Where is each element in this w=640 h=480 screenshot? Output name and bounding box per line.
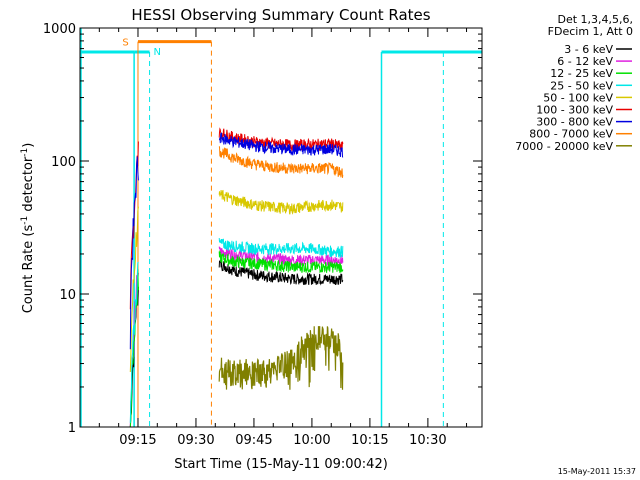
saa-marker-label: S <box>122 38 128 49</box>
early-burst-trace <box>129 156 139 350</box>
series-trace <box>218 250 344 274</box>
early-burst-trace <box>129 206 139 373</box>
x-tick-label: 10:00 <box>293 433 330 448</box>
y-tick-label: 100 <box>51 155 76 170</box>
series-trace <box>218 146 344 178</box>
early-burst-trace <box>129 261 139 423</box>
legend-label: 100 - 300 keV <box>536 104 613 117</box>
x-axis-label: Start Time (15-May-11 09:00:42) <box>174 457 388 472</box>
x-tick-label: 10:15 <box>351 433 388 448</box>
chart-title: HESSI Observing Summary Count Rates <box>131 6 430 24</box>
legend-label: 25 - 50 keV <box>550 79 613 92</box>
series-trace <box>218 246 344 267</box>
x-tick-label: 09:15 <box>119 433 156 448</box>
x-tick-label: 09:45 <box>235 433 272 448</box>
x-tick-label: 10:30 <box>409 433 446 448</box>
series-trace <box>218 238 344 259</box>
series-trace <box>218 326 344 390</box>
series-trace <box>218 189 344 215</box>
legend-header: FDecim 1, Att 0 <box>548 25 633 38</box>
y-axis-label: Count Rate (s-1 detector-1) <box>20 143 36 314</box>
y-tick-label: 1000 <box>43 22 76 37</box>
legend-label: 800 - 7000 keV <box>529 128 613 141</box>
legend-label: 50 - 100 keV <box>543 91 613 104</box>
night-marker-label: N <box>153 47 160 58</box>
series-trace <box>218 259 344 286</box>
plot-frame <box>79 27 483 428</box>
legend-label: 3 - 6 keV <box>564 43 613 56</box>
legend-label: 6 - 12 keV <box>557 55 613 68</box>
series-trace <box>218 132 344 158</box>
legend-header: Det 1,3,4,5,6, <box>557 13 633 26</box>
series-trace <box>218 127 344 153</box>
y-tick-label: 10 <box>59 288 76 303</box>
legend-label: 7000 - 20000 keV <box>515 140 613 153</box>
legend-label: 300 - 800 keV <box>536 116 613 129</box>
legend: Det 1,3,4,5,6,FDecim 1, Att 0 3 - 6 keV6 … <box>515 13 633 153</box>
y-tick-label: 1 <box>68 421 76 436</box>
legend-label: 12 - 25 keV <box>550 67 613 80</box>
plot-area: SN <box>80 28 482 428</box>
axes: 09:15 09:30 09:45 10:00 10:15 10:30 1 10 100 1000 <box>43 22 482 448</box>
x-tick-label: 09:30 <box>177 433 214 448</box>
timestamp: 15-May-2011 15:37 <box>558 467 636 476</box>
